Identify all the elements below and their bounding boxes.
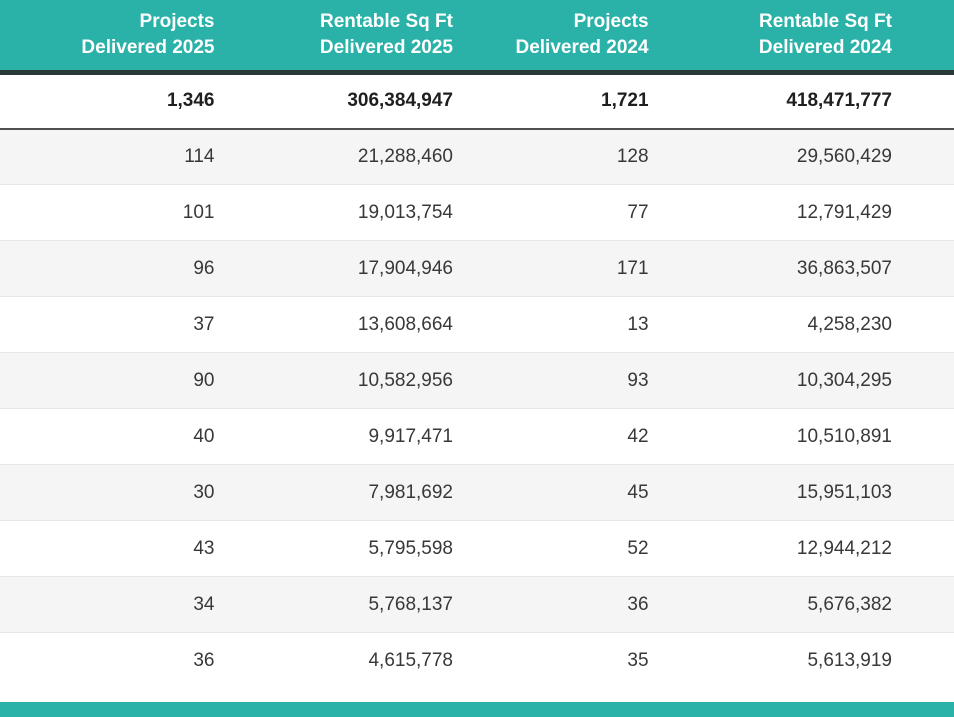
cell: 93 [477, 352, 673, 409]
cell: 5,768,137 [238, 576, 477, 633]
cell: 45 [477, 464, 673, 521]
cell: 101 [0, 184, 239, 241]
cell: 42 [477, 408, 673, 465]
header-label-line: Rentable Sq Ft [319, 11, 453, 32]
cell: 77 [477, 184, 673, 241]
header-row: Projects Delivered 2025 Rentable Sq Ft D… [0, 0, 954, 75]
header-label-line: Delivered 2025 [81, 37, 215, 58]
column-header-projects-delivered-2024: Projects Delivered 2024 [477, 0, 673, 75]
table-row: 101 19,013,754 77 12,791,429 [0, 184, 954, 241]
totals-cell-sqft-2025: 306,384,947 [238, 72, 477, 130]
cell: 9,917,471 [238, 408, 477, 465]
cell: 21,288,460 [357, 145, 453, 167]
cell: 37 [0, 296, 239, 353]
cell: 17,904,946 [238, 240, 477, 297]
cell: 114 [184, 145, 215, 167]
cell: 96 [0, 240, 239, 297]
cell: 128 [616, 145, 649, 167]
header-label-line: Delivered 2025 [319, 37, 453, 58]
cell: 40 [0, 408, 239, 465]
cell: 52 [477, 520, 673, 577]
cell: 35 [477, 632, 673, 689]
cell: 171 [477, 240, 673, 297]
header-label-line: Delivered 2024 [515, 37, 649, 58]
cell: 5,676,382 [672, 576, 954, 633]
cell: 13,608,664 [238, 296, 477, 353]
header-label-line: Projects [139, 11, 215, 32]
cell: 4,258,230 [672, 296, 954, 353]
cell: 4,615,778 [238, 632, 477, 689]
bottom-spacer [0, 688, 954, 702]
table-header: Projects Delivered 2025 Rentable Sq Ft D… [0, 0, 954, 75]
cell: 5,613,919 [672, 632, 954, 689]
totals-section: 1,346 306,384,947 1,721 418,471,777 [0, 72, 954, 130]
cell: 36,863,507 [672, 240, 954, 297]
cell: 43 [0, 520, 239, 577]
table-row: 36 4,615,778 35 5,613,919 [0, 632, 954, 689]
cell: 90 [0, 352, 239, 409]
delivery-table: Projects Delivered 2025 Rentable Sq Ft D… [0, 0, 954, 689]
cell: 15,951,103 [672, 464, 954, 521]
cell: 12,791,429 [672, 184, 954, 241]
cell: 34 [0, 576, 239, 633]
table-row: 34 5,768,137 36 5,676,382 [0, 576, 954, 633]
cell: 10,582,956 [238, 352, 477, 409]
cell: 29,560,429 [796, 145, 892, 167]
table-row: 114 21,288,460 128 29,560,429 [0, 128, 954, 185]
header-label-line: Delivered 2024 [758, 37, 892, 58]
cell: 13 [477, 296, 673, 353]
cell: 7,981,692 [238, 464, 477, 521]
cell: 36 [0, 632, 239, 689]
totals-cell-projects-2025: 1,346 [0, 72, 239, 130]
cell: 30 [0, 464, 239, 521]
cell: 10,510,891 [672, 408, 954, 465]
table-row: 90 10,582,956 93 10,304,295 [0, 352, 954, 409]
column-header-rentable-sqft-delivered-2024: Rentable Sq Ft Delivered 2024 [672, 0, 954, 75]
column-header-projects-delivered-2025: Projects Delivered 2025 [0, 0, 239, 75]
totals-cell-projects-2024: 1,721 [477, 72, 673, 130]
table-body: 114 21,288,460 128 29,560,429 101 19,013,754 7… [0, 128, 954, 689]
cell: 10,304,295 [672, 352, 954, 409]
table-row: 96 17,904,946 171 36,863,507 [0, 240, 954, 297]
table-row: 43 5,795,598 52 12,944,212 [0, 520, 954, 577]
header-label-line: Projects [573, 11, 649, 32]
cell: 5,795,598 [238, 520, 477, 577]
cell: 19,013,754 [238, 184, 477, 241]
cell: 36 [477, 576, 673, 633]
totals-cell-sqft-2024: 418,471,777 [672, 72, 954, 130]
cell: 12,944,212 [672, 520, 954, 577]
table-row: 30 7,981,692 45 15,951,103 [0, 464, 954, 521]
footer-bar [0, 702, 954, 717]
table-row: 37 13,608,664 13 4,258,230 [0, 296, 954, 353]
table-row: 40 9,917,471 42 10,510,891 [0, 408, 954, 465]
header-label-line: Rentable Sq Ft [758, 11, 892, 32]
column-header-rentable-sqft-delivered-2025: Rentable Sq Ft Delivered 2025 [238, 0, 477, 75]
totals-row: 1,346 306,384,947 1,721 418,471,777 [0, 72, 954, 130]
